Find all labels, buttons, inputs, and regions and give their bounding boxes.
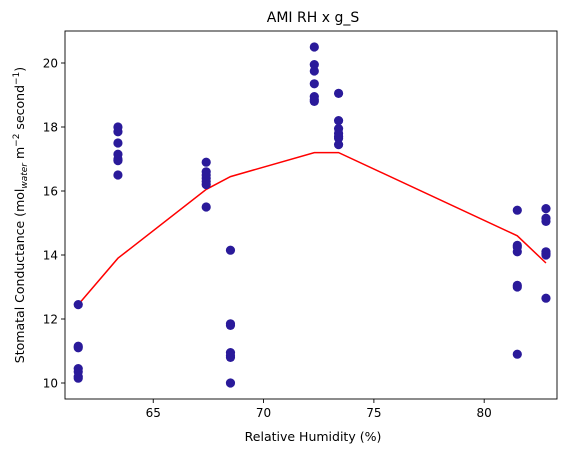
data-point: [225, 320, 236, 330]
data-point: [333, 140, 344, 150]
y-tick-label: 18: [43, 120, 58, 134]
x-tick-label: 75: [366, 406, 381, 420]
data-point: [225, 351, 236, 361]
x-axis-ticks: 65 70 75 80: [146, 399, 492, 420]
data-point: [113, 127, 123, 137]
data-point: [541, 293, 551, 303]
x-tick-label: 65: [146, 406, 161, 420]
data-point: [512, 205, 522, 215]
data-point: [113, 138, 123, 148]
data-point: [225, 245, 236, 255]
data-point: [333, 88, 344, 98]
data-points-layer: [73, 42, 551, 388]
data-point: [512, 282, 522, 292]
data-point: [201, 202, 211, 212]
fit-line-layer: [77, 151, 547, 306]
x-tick-label: 80: [477, 406, 492, 420]
data-point: [541, 204, 551, 214]
y-tick-label: 20: [43, 56, 58, 70]
data-point: [73, 300, 83, 310]
data-point: [541, 216, 551, 226]
data-point: [512, 242, 522, 252]
y-label-mid: m: [12, 147, 27, 163]
data-point: [201, 157, 211, 167]
y-label-superscript-1: −2: [12, 134, 22, 147]
data-point: [201, 176, 211, 186]
data-point: [512, 349, 522, 359]
data-point: [333, 116, 344, 126]
data-point: [113, 170, 123, 180]
data-point: [73, 373, 83, 383]
y-tick-label: 12: [43, 312, 58, 326]
y-label-prefix: Stomatal Conductance (mol: [12, 189, 27, 364]
plot-frame: [64, 30, 558, 400]
x-tick-label: 70: [256, 406, 271, 420]
y-axis-label: Stomatal Conductance (molwater m−2 secon…: [12, 67, 30, 363]
y-label-suffix: ): [12, 67, 27, 72]
data-point: [309, 95, 319, 105]
fit-line: [77, 151, 547, 306]
data-point: [73, 343, 83, 353]
data-point: [309, 60, 319, 70]
data-point: [309, 79, 319, 89]
data-point: [225, 378, 236, 388]
data-point: [309, 42, 319, 52]
y-tick-label: 10: [43, 376, 58, 390]
y-label-superscript-2: −1: [12, 72, 22, 85]
data-point: [541, 248, 551, 258]
y-axis-ticks: 10 12 14 16 18 20: [43, 56, 65, 390]
y-tick-label: 14: [43, 248, 58, 262]
data-point: [333, 132, 344, 142]
chart-title: AMI RH x g_S: [267, 10, 360, 26]
y-label-subscript: water: [20, 162, 30, 189]
y-label-mid-2: second: [12, 85, 27, 134]
x-axis-label: Relative Humidity (%): [245, 429, 382, 444]
data-point: [309, 66, 319, 76]
y-tick-label: 16: [43, 184, 58, 198]
data-point: [113, 154, 123, 164]
